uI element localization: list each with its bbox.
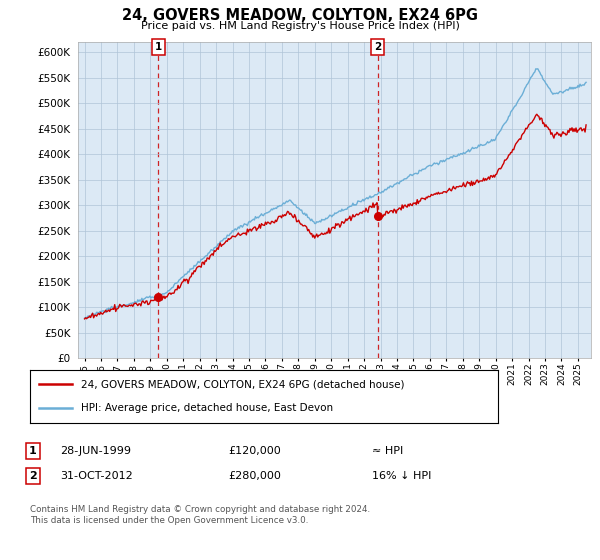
Text: 24, GOVERS MEADOW, COLYTON, EX24 6PG (detached house): 24, GOVERS MEADOW, COLYTON, EX24 6PG (de… [82, 380, 405, 390]
Text: ≈ HPI: ≈ HPI [372, 446, 403, 456]
Text: Contains HM Land Registry data © Crown copyright and database right 2024.
This d: Contains HM Land Registry data © Crown c… [30, 505, 370, 525]
Text: 1: 1 [29, 446, 37, 456]
Text: HPI: Average price, detached house, East Devon: HPI: Average price, detached house, East… [82, 403, 334, 413]
Text: £280,000: £280,000 [228, 471, 281, 481]
Text: Price paid vs. HM Land Registry's House Price Index (HPI): Price paid vs. HM Land Registry's House … [140, 21, 460, 31]
Text: 24, GOVERS MEADOW, COLYTON, EX24 6PG: 24, GOVERS MEADOW, COLYTON, EX24 6PG [122, 8, 478, 24]
Text: 2: 2 [374, 42, 382, 52]
Text: 2: 2 [29, 471, 37, 481]
Text: 16% ↓ HPI: 16% ↓ HPI [372, 471, 431, 481]
Text: £120,000: £120,000 [228, 446, 281, 456]
Text: 28-JUN-1999: 28-JUN-1999 [60, 446, 131, 456]
Text: 31-OCT-2012: 31-OCT-2012 [60, 471, 133, 481]
Text: 1: 1 [155, 42, 162, 52]
